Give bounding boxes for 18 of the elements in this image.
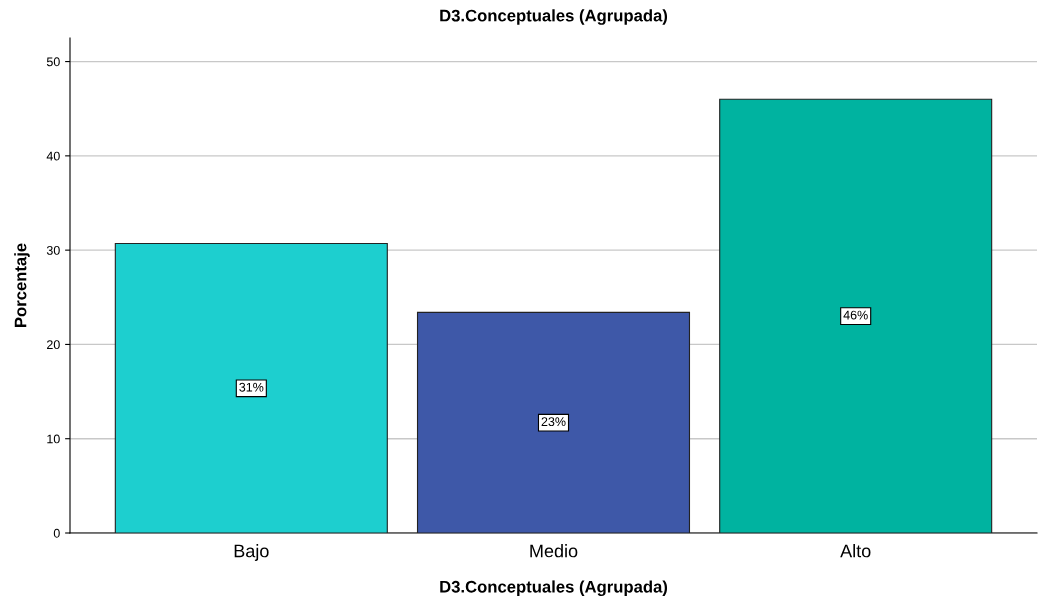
data-label: 31% <box>239 382 264 392</box>
x-tick-label: Medio <box>530 544 578 558</box>
bar <box>416 311 691 533</box>
y-tick-label: 10 <box>47 434 60 444</box>
data-label: 23% <box>541 417 566 427</box>
x-axis-title: D3.Conceptuales (Agrupada) <box>440 580 668 596</box>
chart-title: D3.Conceptuales (Agrupada) <box>440 9 668 25</box>
bar <box>114 242 388 533</box>
y-tick-label: 50 <box>46 57 60 67</box>
y-tick-label: 30 <box>46 245 60 255</box>
y-tick-label: 0 <box>53 528 60 538</box>
y-tick-label: 40 <box>46 151 60 161</box>
bar <box>719 98 993 533</box>
y-tick-label: 20 <box>47 340 60 350</box>
x-tick-label: Bajo <box>234 544 269 561</box>
y-axis-title: Porcentaje <box>14 243 30 327</box>
data-label: 46% <box>843 310 868 320</box>
x-tick-label: Alto <box>840 544 871 558</box>
